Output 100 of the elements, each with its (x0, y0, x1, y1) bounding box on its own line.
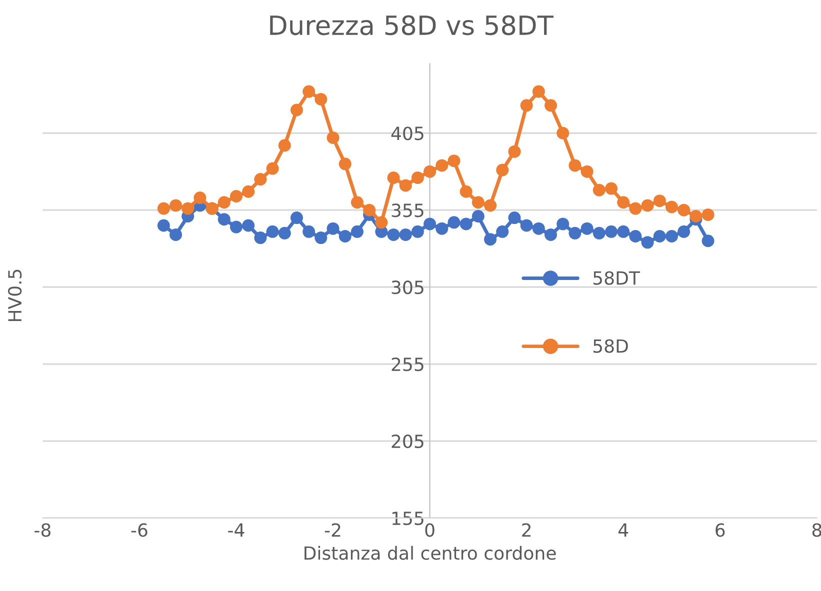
point (399, 228, 412, 241)
point (484, 233, 497, 246)
point (665, 200, 678, 214)
point (629, 202, 642, 215)
point (448, 154, 460, 168)
point (375, 216, 388, 229)
point (170, 228, 182, 241)
legend-label: 58DT (593, 271, 640, 285)
point (170, 199, 182, 212)
point (604, 182, 618, 195)
point (580, 165, 594, 178)
point (508, 212, 521, 224)
point (496, 164, 509, 176)
point (230, 220, 242, 234)
point (363, 204, 376, 216)
point (350, 225, 364, 238)
point (314, 92, 328, 106)
point (520, 219, 533, 232)
point (338, 230, 352, 243)
point (338, 158, 352, 170)
point (194, 192, 206, 204)
point (448, 216, 460, 229)
x-tick-label: -2 (324, 523, 340, 537)
point (266, 162, 279, 175)
x-tick-label: 8 (812, 523, 821, 537)
point (496, 225, 509, 238)
point (678, 204, 690, 216)
point (604, 225, 618, 238)
point (290, 212, 303, 224)
point (314, 232, 328, 244)
point (157, 219, 170, 232)
y-tick-label: 355 (392, 204, 424, 218)
point (460, 218, 472, 230)
x-tick-label: -6 (131, 523, 148, 537)
point (218, 213, 230, 226)
point (326, 222, 340, 235)
point (460, 185, 472, 198)
x-tick-label: 2 (522, 523, 531, 537)
point (472, 210, 484, 222)
x-tick-label: -8 (34, 523, 50, 537)
x-tick-label: 0 (425, 523, 434, 537)
point (629, 230, 642, 243)
y-tick-label: 255 (392, 358, 424, 372)
point (617, 225, 630, 238)
x-tick-label: 4 (618, 523, 628, 537)
y-tick-label: 205 (392, 434, 424, 448)
y-tick-label: 305 (392, 280, 424, 294)
point (653, 230, 666, 243)
point (436, 222, 448, 235)
point (387, 228, 400, 241)
x-axis-title: Distanza dal centro cordone (304, 546, 556, 560)
point (254, 232, 267, 244)
point (242, 185, 255, 198)
point (302, 85, 316, 98)
point (532, 85, 545, 98)
point (484, 199, 497, 212)
point (702, 208, 714, 221)
point (617, 196, 630, 209)
point (641, 199, 654, 212)
point (411, 172, 424, 184)
point (242, 219, 255, 232)
x-tick-label: -4 (228, 523, 244, 537)
point (544, 99, 558, 112)
point (556, 126, 570, 140)
point (592, 226, 606, 240)
point (218, 196, 230, 209)
point (580, 222, 594, 235)
point (508, 145, 521, 158)
point (399, 179, 412, 192)
point (568, 159, 582, 172)
point (520, 99, 533, 112)
point (326, 131, 340, 144)
point (690, 210, 702, 222)
legend-label: 58D (593, 339, 628, 353)
point (157, 202, 170, 215)
point (653, 194, 666, 208)
point (702, 234, 714, 248)
point (182, 202, 194, 215)
y-axis-title: HV0.5 (8, 270, 22, 322)
point (568, 226, 582, 240)
point (266, 225, 279, 238)
point (278, 139, 291, 152)
point (424, 218, 436, 230)
point (230, 190, 242, 202)
point (424, 165, 436, 178)
point (556, 218, 570, 230)
point (592, 184, 606, 196)
point (532, 222, 545, 235)
point (472, 196, 484, 209)
point (436, 159, 448, 172)
point (278, 226, 291, 240)
point (254, 173, 267, 186)
point (302, 225, 316, 238)
x-tick-label: 6 (716, 523, 725, 537)
point (290, 104, 303, 116)
point (678, 225, 690, 238)
point (665, 230, 678, 243)
point (411, 225, 424, 238)
chart-title: Durezza 58D vs 58DT (270, 15, 554, 36)
point (350, 196, 364, 209)
